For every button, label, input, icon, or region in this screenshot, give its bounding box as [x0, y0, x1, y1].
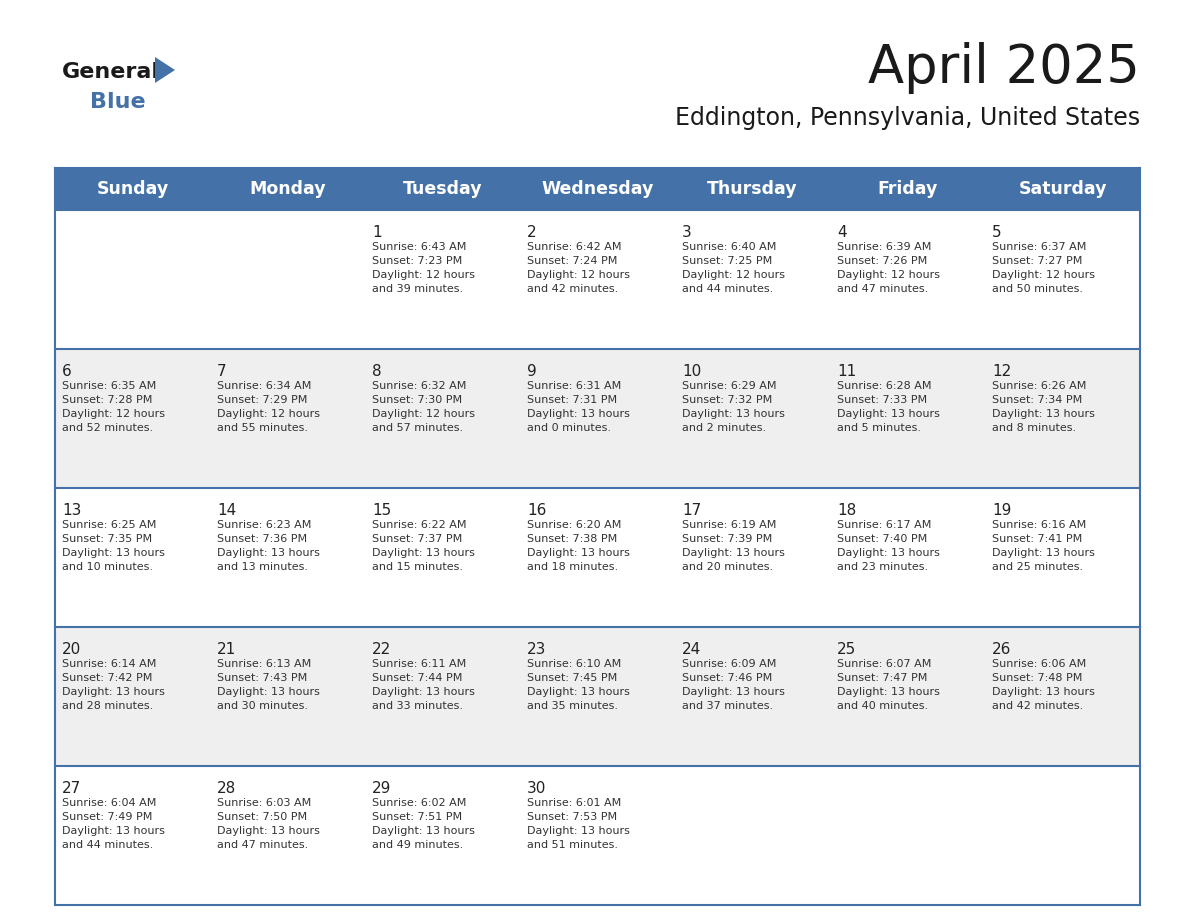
Text: April 2025: April 2025: [868, 42, 1140, 94]
Text: Sunrise: 6:34 AM
Sunset: 7:29 PM
Daylight: 12 hours
and 55 minutes.: Sunrise: 6:34 AM Sunset: 7:29 PM Dayligh…: [217, 381, 320, 433]
Bar: [55, 488, 1140, 627]
Text: Sunrise: 6:04 AM
Sunset: 7:49 PM
Daylight: 13 hours
and 44 minutes.: Sunrise: 6:04 AM Sunset: 7:49 PM Dayligh…: [62, 798, 165, 850]
Text: 25: 25: [838, 642, 857, 657]
Text: Sunrise: 6:43 AM
Sunset: 7:23 PM
Daylight: 12 hours
and 39 minutes.: Sunrise: 6:43 AM Sunset: 7:23 PM Dayligh…: [372, 242, 475, 294]
Text: Sunrise: 6:35 AM
Sunset: 7:28 PM
Daylight: 12 hours
and 52 minutes.: Sunrise: 6:35 AM Sunset: 7:28 PM Dayligh…: [62, 381, 165, 433]
Text: 15: 15: [372, 503, 391, 518]
Text: Sunrise: 6:07 AM
Sunset: 7:47 PM
Daylight: 13 hours
and 40 minutes.: Sunrise: 6:07 AM Sunset: 7:47 PM Dayligh…: [838, 659, 940, 711]
Text: Sunday: Sunday: [96, 180, 169, 198]
Text: Wednesday: Wednesday: [542, 180, 653, 198]
Text: Sunrise: 6:22 AM
Sunset: 7:37 PM
Daylight: 13 hours
and 15 minutes.: Sunrise: 6:22 AM Sunset: 7:37 PM Dayligh…: [372, 520, 475, 572]
Text: Sunrise: 6:11 AM
Sunset: 7:44 PM
Daylight: 13 hours
and 33 minutes.: Sunrise: 6:11 AM Sunset: 7:44 PM Dayligh…: [372, 659, 475, 711]
Text: 5: 5: [992, 225, 1001, 240]
Text: 11: 11: [838, 364, 857, 379]
Text: Eddington, Pennsylvania, United States: Eddington, Pennsylvania, United States: [675, 106, 1140, 130]
Text: Sunrise: 6:25 AM
Sunset: 7:35 PM
Daylight: 13 hours
and 10 minutes.: Sunrise: 6:25 AM Sunset: 7:35 PM Dayligh…: [62, 520, 165, 572]
Text: 12: 12: [992, 364, 1011, 379]
Text: Sunrise: 6:19 AM
Sunset: 7:39 PM
Daylight: 13 hours
and 20 minutes.: Sunrise: 6:19 AM Sunset: 7:39 PM Dayligh…: [682, 520, 785, 572]
Text: Tuesday: Tuesday: [403, 180, 482, 198]
Text: Saturday: Saturday: [1018, 180, 1107, 198]
Text: Sunrise: 6:32 AM
Sunset: 7:30 PM
Daylight: 12 hours
and 57 minutes.: Sunrise: 6:32 AM Sunset: 7:30 PM Dayligh…: [372, 381, 475, 433]
Text: 26: 26: [992, 642, 1011, 657]
Text: Friday: Friday: [877, 180, 937, 198]
Bar: [55, 210, 1140, 349]
Text: 8: 8: [372, 364, 381, 379]
Text: Sunrise: 6:02 AM
Sunset: 7:51 PM
Daylight: 13 hours
and 49 minutes.: Sunrise: 6:02 AM Sunset: 7:51 PM Dayligh…: [372, 798, 475, 850]
Text: Sunrise: 6:03 AM
Sunset: 7:50 PM
Daylight: 13 hours
and 47 minutes.: Sunrise: 6:03 AM Sunset: 7:50 PM Dayligh…: [217, 798, 320, 850]
Text: 22: 22: [372, 642, 391, 657]
Text: 27: 27: [62, 781, 81, 796]
Text: Sunrise: 6:17 AM
Sunset: 7:40 PM
Daylight: 13 hours
and 23 minutes.: Sunrise: 6:17 AM Sunset: 7:40 PM Dayligh…: [838, 520, 940, 572]
Text: Blue: Blue: [90, 92, 146, 112]
Text: Sunrise: 6:28 AM
Sunset: 7:33 PM
Daylight: 13 hours
and 5 minutes.: Sunrise: 6:28 AM Sunset: 7:33 PM Dayligh…: [838, 381, 940, 433]
Text: Sunrise: 6:20 AM
Sunset: 7:38 PM
Daylight: 13 hours
and 18 minutes.: Sunrise: 6:20 AM Sunset: 7:38 PM Dayligh…: [527, 520, 630, 572]
Text: 3: 3: [682, 225, 691, 240]
Text: Sunrise: 6:16 AM
Sunset: 7:41 PM
Daylight: 13 hours
and 25 minutes.: Sunrise: 6:16 AM Sunset: 7:41 PM Dayligh…: [992, 520, 1095, 572]
Text: Thursday: Thursday: [707, 180, 798, 198]
Text: Sunrise: 6:42 AM
Sunset: 7:24 PM
Daylight: 12 hours
and 42 minutes.: Sunrise: 6:42 AM Sunset: 7:24 PM Dayligh…: [527, 242, 630, 294]
Text: 6: 6: [62, 364, 71, 379]
Bar: [55, 349, 1140, 488]
Polygon shape: [154, 57, 175, 83]
Text: 9: 9: [527, 364, 537, 379]
Text: 4: 4: [838, 225, 847, 240]
Text: Sunrise: 6:13 AM
Sunset: 7:43 PM
Daylight: 13 hours
and 30 minutes.: Sunrise: 6:13 AM Sunset: 7:43 PM Dayligh…: [217, 659, 320, 711]
Text: 16: 16: [527, 503, 546, 518]
Text: Sunrise: 6:26 AM
Sunset: 7:34 PM
Daylight: 13 hours
and 8 minutes.: Sunrise: 6:26 AM Sunset: 7:34 PM Dayligh…: [992, 381, 1095, 433]
Text: Sunrise: 6:01 AM
Sunset: 7:53 PM
Daylight: 13 hours
and 51 minutes.: Sunrise: 6:01 AM Sunset: 7:53 PM Dayligh…: [527, 798, 630, 850]
Text: Sunrise: 6:14 AM
Sunset: 7:42 PM
Daylight: 13 hours
and 28 minutes.: Sunrise: 6:14 AM Sunset: 7:42 PM Dayligh…: [62, 659, 165, 711]
Text: Sunrise: 6:39 AM
Sunset: 7:26 PM
Daylight: 12 hours
and 47 minutes.: Sunrise: 6:39 AM Sunset: 7:26 PM Dayligh…: [838, 242, 940, 294]
Text: Sunrise: 6:40 AM
Sunset: 7:25 PM
Daylight: 12 hours
and 44 minutes.: Sunrise: 6:40 AM Sunset: 7:25 PM Dayligh…: [682, 242, 785, 294]
Bar: [55, 766, 1140, 905]
Text: Sunrise: 6:29 AM
Sunset: 7:32 PM
Daylight: 13 hours
and 2 minutes.: Sunrise: 6:29 AM Sunset: 7:32 PM Dayligh…: [682, 381, 785, 433]
Bar: [55, 627, 1140, 766]
Text: Sunrise: 6:31 AM
Sunset: 7:31 PM
Daylight: 13 hours
and 0 minutes.: Sunrise: 6:31 AM Sunset: 7:31 PM Dayligh…: [527, 381, 630, 433]
Bar: [55, 168, 1140, 210]
Text: Sunrise: 6:37 AM
Sunset: 7:27 PM
Daylight: 12 hours
and 50 minutes.: Sunrise: 6:37 AM Sunset: 7:27 PM Dayligh…: [992, 242, 1095, 294]
Text: 18: 18: [838, 503, 857, 518]
Text: 14: 14: [217, 503, 236, 518]
Text: Sunrise: 6:23 AM
Sunset: 7:36 PM
Daylight: 13 hours
and 13 minutes.: Sunrise: 6:23 AM Sunset: 7:36 PM Dayligh…: [217, 520, 320, 572]
Text: 10: 10: [682, 364, 701, 379]
Text: 23: 23: [527, 642, 546, 657]
Text: Sunrise: 6:06 AM
Sunset: 7:48 PM
Daylight: 13 hours
and 42 minutes.: Sunrise: 6:06 AM Sunset: 7:48 PM Dayligh…: [992, 659, 1095, 711]
Text: Monday: Monday: [249, 180, 326, 198]
Text: 17: 17: [682, 503, 701, 518]
Text: General: General: [62, 62, 160, 82]
Text: 28: 28: [217, 781, 236, 796]
Text: Sunrise: 6:09 AM
Sunset: 7:46 PM
Daylight: 13 hours
and 37 minutes.: Sunrise: 6:09 AM Sunset: 7:46 PM Dayligh…: [682, 659, 785, 711]
Text: 29: 29: [372, 781, 391, 796]
Text: 30: 30: [527, 781, 546, 796]
Text: 13: 13: [62, 503, 81, 518]
Text: 7: 7: [217, 364, 227, 379]
Text: 21: 21: [217, 642, 236, 657]
Text: 19: 19: [992, 503, 1011, 518]
Text: 2: 2: [527, 225, 537, 240]
Text: 20: 20: [62, 642, 81, 657]
Text: 1: 1: [372, 225, 381, 240]
Text: Sunrise: 6:10 AM
Sunset: 7:45 PM
Daylight: 13 hours
and 35 minutes.: Sunrise: 6:10 AM Sunset: 7:45 PM Dayligh…: [527, 659, 630, 711]
Text: 24: 24: [682, 642, 701, 657]
